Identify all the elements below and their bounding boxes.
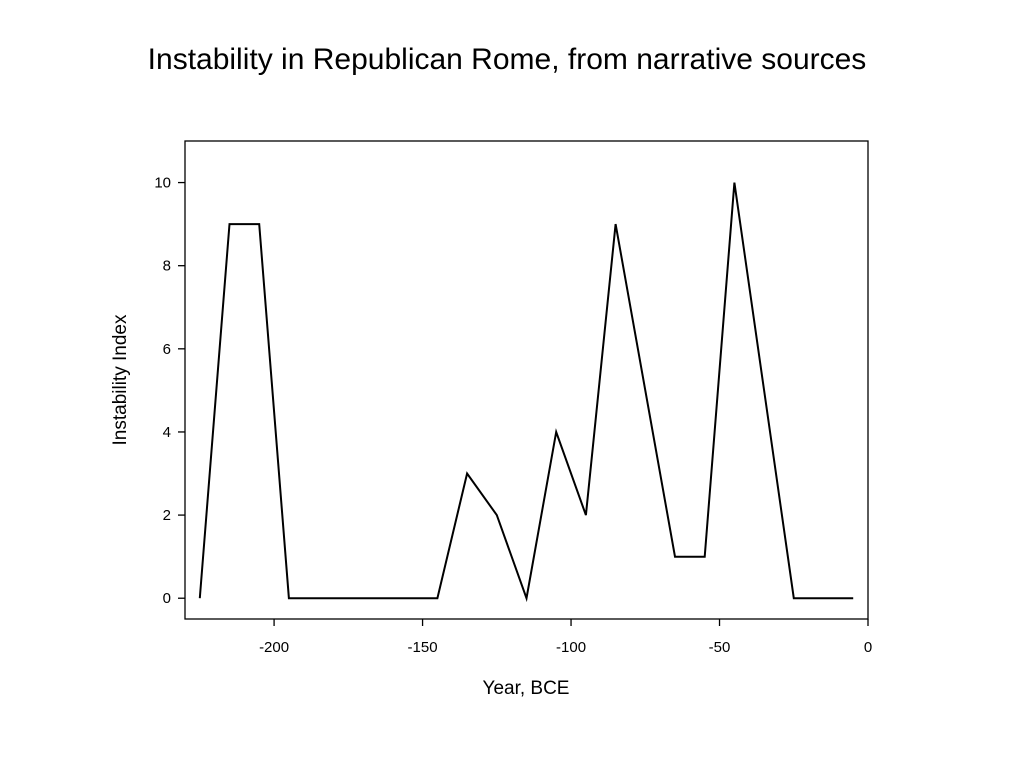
y-tick-label: 10 (154, 175, 171, 192)
y-axis: 0 2 4 6 8 10 (154, 175, 185, 607)
series-line (198, 182, 854, 603)
y-tick-label: 8 (163, 258, 171, 275)
series-layer (198, 182, 854, 603)
x-axis-label: Year, BCE (483, 678, 570, 699)
y-axis-label: Instability Index (110, 314, 131, 445)
y-tick-label: 0 (163, 590, 171, 607)
x-tick-label: -150 (408, 639, 438, 656)
x-tick-label: -200 (259, 639, 289, 656)
x-tick-label: 0 (864, 639, 872, 656)
chart-title: Instability in Republican Rome, from nar… (147, 43, 867, 76)
y-tick-label: 6 (163, 341, 171, 358)
x-axis: -200 -150 -100 -50 0 (259, 619, 872, 656)
x-tick-label: -100 (556, 639, 586, 656)
x-tick-label: -50 (709, 639, 731, 656)
plot-frame (184, 140, 869, 620)
y-tick-label: 4 (163, 424, 171, 441)
y-tick-label: 2 (163, 507, 171, 524)
